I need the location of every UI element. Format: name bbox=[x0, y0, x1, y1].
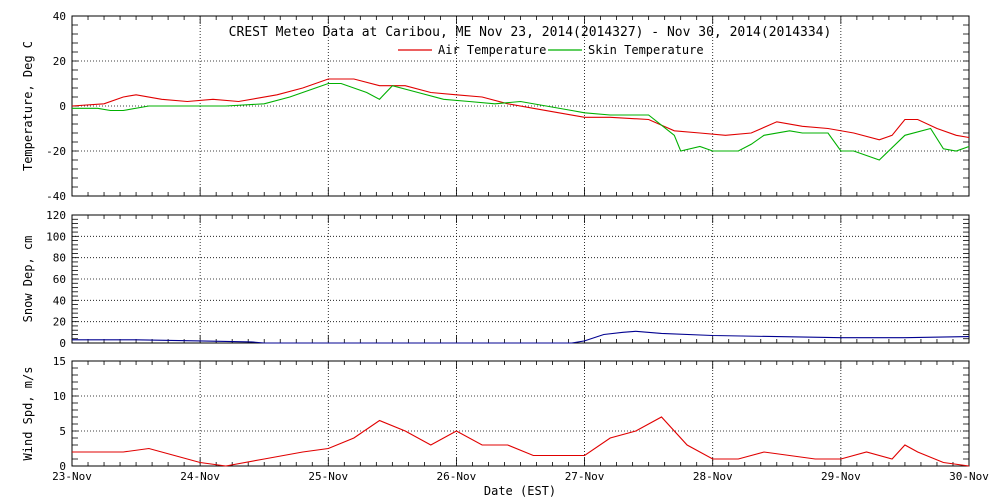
temperature-series-line-2 bbox=[72, 82, 970, 161]
x-tick-label: 23-Nov bbox=[52, 470, 92, 483]
x-tick-label: 26-Nov bbox=[437, 470, 477, 483]
wind-speed-series-line-1 bbox=[72, 416, 970, 467]
snow-depth-ytick-label: 60 bbox=[53, 273, 66, 286]
snow-depth-ytick-label: 0 bbox=[59, 337, 66, 350]
snow-depth-ytick-label: 80 bbox=[53, 252, 66, 265]
legend-air-temperature-label: Air Temperature bbox=[438, 43, 546, 57]
snow-depth-series-line-1 bbox=[72, 330, 970, 344]
snow-depth-ytick-label: 40 bbox=[53, 294, 66, 307]
chart-title: CREST Meteo Data at Caribou, ME Nov 23, … bbox=[229, 25, 832, 40]
temperature-y-axis-label: Temperature, Deg C bbox=[21, 41, 35, 171]
legend-skin-temperature-label: Skin Temperature bbox=[588, 43, 704, 57]
plots: 40 20 0 -20 -40 Temperature, Deg C Air Tempera… bbox=[21, 10, 989, 483]
x-tick-label: 29-Nov bbox=[821, 470, 861, 483]
temperature-ytick-label: 40 bbox=[53, 10, 66, 23]
temperature-series-line-1 bbox=[71, 78, 970, 141]
x-tick-label: 25-Nov bbox=[308, 470, 348, 483]
wind-speed-y-axis-label: Wind Spd, m/s bbox=[21, 367, 35, 461]
snow-depth-ytick-label: 120 bbox=[46, 209, 66, 222]
x-tick-label: 30-Nov bbox=[949, 470, 989, 483]
wind-speed-ytick-label: 10 bbox=[53, 390, 66, 403]
x-axis-label: Date (EST) bbox=[484, 484, 556, 498]
snow-depth-y-axis-label: Snow Dep, cm bbox=[21, 236, 35, 323]
wind-speed-panel: 15 10 5 0 Wind Spd, m/s 23-Nov 24-Nov 25-Nov 26-… bbox=[21, 355, 989, 483]
snow-depth-ytick-label: 20 bbox=[53, 316, 66, 329]
x-tick-label: 24-Nov bbox=[180, 470, 220, 483]
wind-speed-ytick-label: 15 bbox=[53, 355, 66, 368]
x-tick-label: 27-Nov bbox=[565, 470, 605, 483]
legend: Air Temperature Skin Temperature bbox=[398, 43, 704, 57]
wind-speed-ytick-label: 5 bbox=[59, 425, 66, 438]
temperature-panel: 40 20 0 -20 -40 Temperature, Deg C Air Tempera… bbox=[21, 10, 970, 203]
temperature-ytick-label: 20 bbox=[53, 55, 66, 68]
temperature-ytick-label: -40 bbox=[46, 190, 66, 203]
wind-speed-ytick-label: 0 bbox=[59, 460, 66, 473]
snow-depth-ytick-label: 100 bbox=[46, 230, 66, 243]
x-tick-label: 28-Nov bbox=[693, 470, 733, 483]
temperature-ytick-label: -20 bbox=[46, 145, 66, 158]
temperature-ytick-label: 0 bbox=[59, 100, 66, 113]
snow-depth-panel: 120 100 80 60 40 20 0 Snow Dep, cm bbox=[21, 209, 970, 350]
